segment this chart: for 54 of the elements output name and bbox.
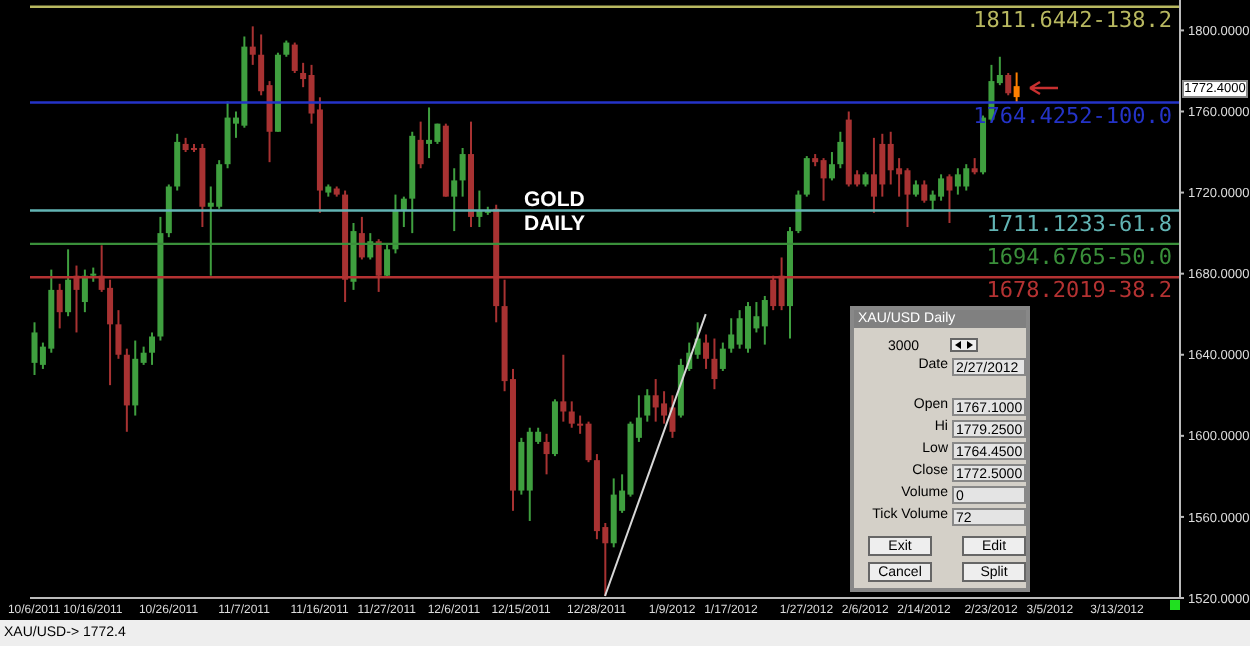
candlestick xyxy=(921,179,928,204)
candlestick xyxy=(828,151,835,182)
candlestick xyxy=(644,388,651,423)
candlestick xyxy=(652,378,659,423)
candlestick xyxy=(224,100,231,170)
candlestick xyxy=(963,163,970,192)
candlestick xyxy=(149,331,156,366)
candlestick xyxy=(745,301,752,354)
candlestick xyxy=(543,432,550,476)
text: GOLD DAILY xyxy=(524,188,588,236)
candlestick xyxy=(728,317,735,354)
candlestick xyxy=(174,132,181,192)
ref-line-label: 1811.6442-138.2 xyxy=(973,6,1172,33)
candlestick xyxy=(560,353,567,423)
candlestick xyxy=(904,167,911,229)
candlestick xyxy=(291,41,298,74)
candlestick xyxy=(165,183,172,239)
candlestick xyxy=(426,106,433,160)
ref-line-label: 1678.2019-38.2 xyxy=(986,277,1172,304)
candlestick xyxy=(820,157,827,202)
candlestick xyxy=(736,309,743,350)
candlestick xyxy=(459,146,466,198)
candlestick xyxy=(938,173,945,202)
candlestick xyxy=(115,309,122,360)
candlestick xyxy=(451,167,458,233)
candlestick xyxy=(1005,71,1012,97)
candlestick xyxy=(568,400,575,429)
candlestick xyxy=(837,130,844,170)
candlestick xyxy=(795,189,802,235)
candlestick xyxy=(719,341,726,372)
ref-line-label: 1694.6765-50.0 xyxy=(986,243,1172,270)
candlestick xyxy=(249,25,256,66)
candlestick xyxy=(56,282,63,330)
candlestick xyxy=(954,167,961,196)
candlestick xyxy=(384,242,391,279)
candlestick xyxy=(31,321,38,377)
candlestick xyxy=(661,390,668,425)
candlestick xyxy=(65,248,72,318)
candlestick xyxy=(1013,71,1020,104)
candlestick xyxy=(879,132,886,198)
candlestick xyxy=(870,136,877,214)
candlestick xyxy=(887,130,894,186)
candlestick xyxy=(216,159,223,210)
candlestick xyxy=(585,420,592,464)
candlestick xyxy=(358,215,365,261)
candlestick xyxy=(711,337,718,391)
candlestick xyxy=(703,333,710,370)
candlestick xyxy=(946,173,953,224)
candlestick xyxy=(761,294,768,346)
candlestick xyxy=(392,193,399,255)
candlestick xyxy=(803,155,810,198)
candlestick xyxy=(417,120,424,170)
candlestick xyxy=(132,339,139,417)
ref-line-label: 1711.1233-61.8 xyxy=(986,210,1172,237)
